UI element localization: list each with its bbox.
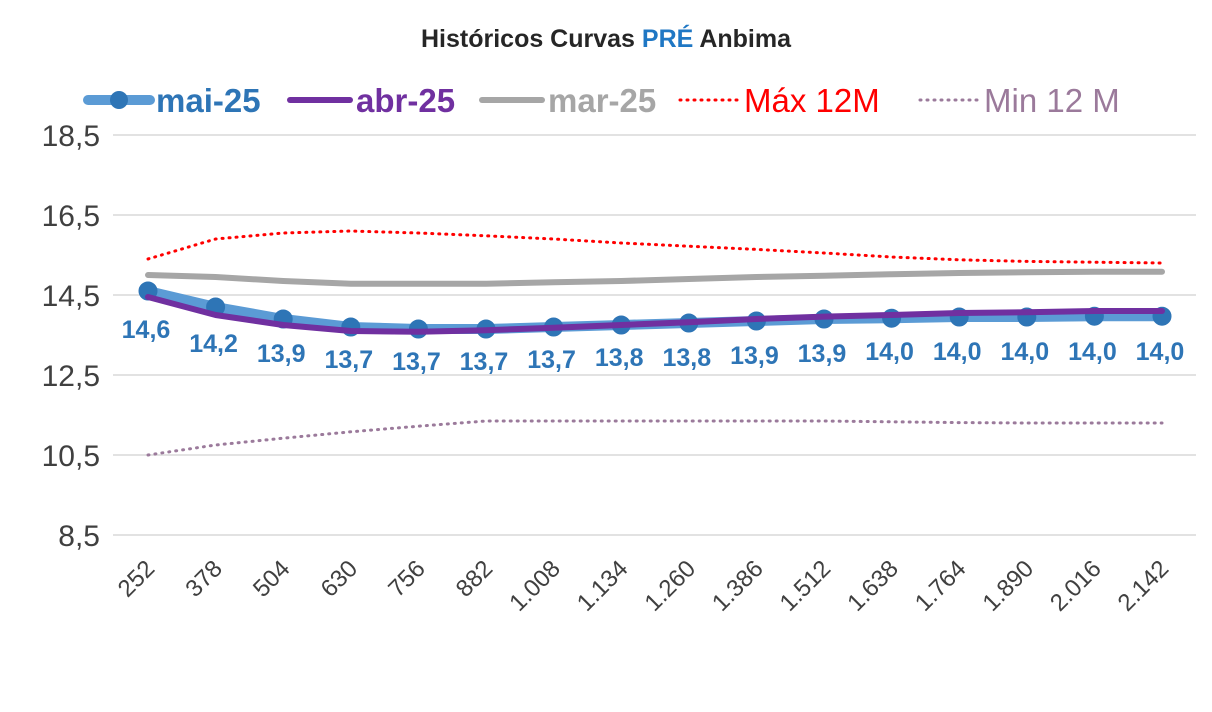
data-label: 14,0 — [1000, 338, 1049, 366]
chart-title-accent: PRÉ — [642, 24, 693, 53]
series-line-mar-25 — [145, 268, 1165, 287]
data-label: 14,0 — [1068, 338, 1117, 366]
x-tick-label: 756 — [383, 555, 430, 602]
x-tick-label: 882 — [451, 555, 498, 602]
chart-title-part-3: Anbima — [693, 25, 792, 53]
y-axis: 18,5 16,5 14,5 12,5 10,5 8,5 — [42, 120, 100, 553]
y-tick-label: 10,5 — [42, 440, 100, 473]
data-label: 13,7 — [324, 346, 373, 374]
x-tick-label: 1.260 — [639, 555, 701, 617]
x-tick-label: 1.764 — [910, 555, 972, 617]
legend-label-m-x-12m: Máx 12M — [744, 82, 880, 119]
data-label: 13,8 — [662, 344, 711, 372]
legend-marker-mai-25 — [110, 91, 128, 109]
x-tick-label: 630 — [316, 555, 363, 602]
data-labels: 14,6 14,2 13,9 13,7 13,7 13,7 13,7 13,8 13,8 13,9… — [122, 316, 1185, 376]
chart-title: Históricos Curvas PRÉ Anbima — [421, 24, 792, 53]
x-tick-label: 1.890 — [977, 555, 1039, 617]
chart-title-part-1: Históricos Curvas — [421, 25, 642, 53]
data-label: 13,8 — [595, 344, 644, 372]
y-tick-label: 8,5 — [58, 520, 100, 553]
y-tick-label: 12,5 — [42, 360, 100, 393]
data-label: 14,6 — [122, 316, 171, 344]
data-label: 13,9 — [798, 340, 847, 368]
grid — [113, 134, 1196, 536]
data-label: 13,7 — [392, 348, 441, 376]
legend: mai-25 abr-25 mar-25 Máx 12M Min 12 M — [83, 82, 1120, 119]
x-tick-label: 1.638 — [842, 555, 904, 617]
data-label: 13,9 — [257, 340, 306, 368]
data-label: 14,2 — [189, 330, 238, 358]
data-label: 14,0 — [1136, 338, 1185, 366]
plot-area — [138, 229, 1172, 457]
x-tick-label: 252 — [113, 555, 160, 602]
data-label: 14,0 — [933, 338, 982, 366]
data-label: 13,7 — [527, 346, 576, 374]
x-tick-label: 1.008 — [504, 555, 566, 617]
data-label: 13,7 — [460, 348, 509, 376]
x-tick-label: 2.016 — [1045, 555, 1107, 617]
data-label: 13,9 — [730, 342, 779, 370]
x-tick-label: 504 — [248, 555, 295, 602]
y-tick-label: 14,5 — [42, 280, 100, 313]
legend-label-mai-25: mai-25 — [156, 82, 261, 119]
x-tick-label: 1.134 — [572, 555, 634, 617]
series-line-m-x-12m — [146, 229, 1164, 265]
x-tick-label: 2.142 — [1113, 555, 1175, 617]
data-label: 14,0 — [865, 338, 914, 366]
series-line-abr-25-overlay — [145, 294, 1165, 335]
y-tick-label: 18,5 — [42, 120, 100, 153]
legend-label-abr-25: abr-25 — [356, 82, 455, 119]
y-tick-label: 16,5 — [42, 200, 100, 233]
legend-label-min-12-m: Min 12 M — [984, 82, 1120, 119]
x-tick-label: 378 — [180, 555, 227, 602]
x-tick-label: 1.386 — [707, 555, 769, 617]
x-tick-label: 1.512 — [775, 555, 837, 617]
series-line-min-12-m — [146, 419, 1164, 457]
x-axis: 252 378 504 630 756 882 1.008 1.134 1.260 1.386 1.… — [113, 555, 1174, 617]
legend-label-mar-25: mar-25 — [548, 82, 656, 119]
